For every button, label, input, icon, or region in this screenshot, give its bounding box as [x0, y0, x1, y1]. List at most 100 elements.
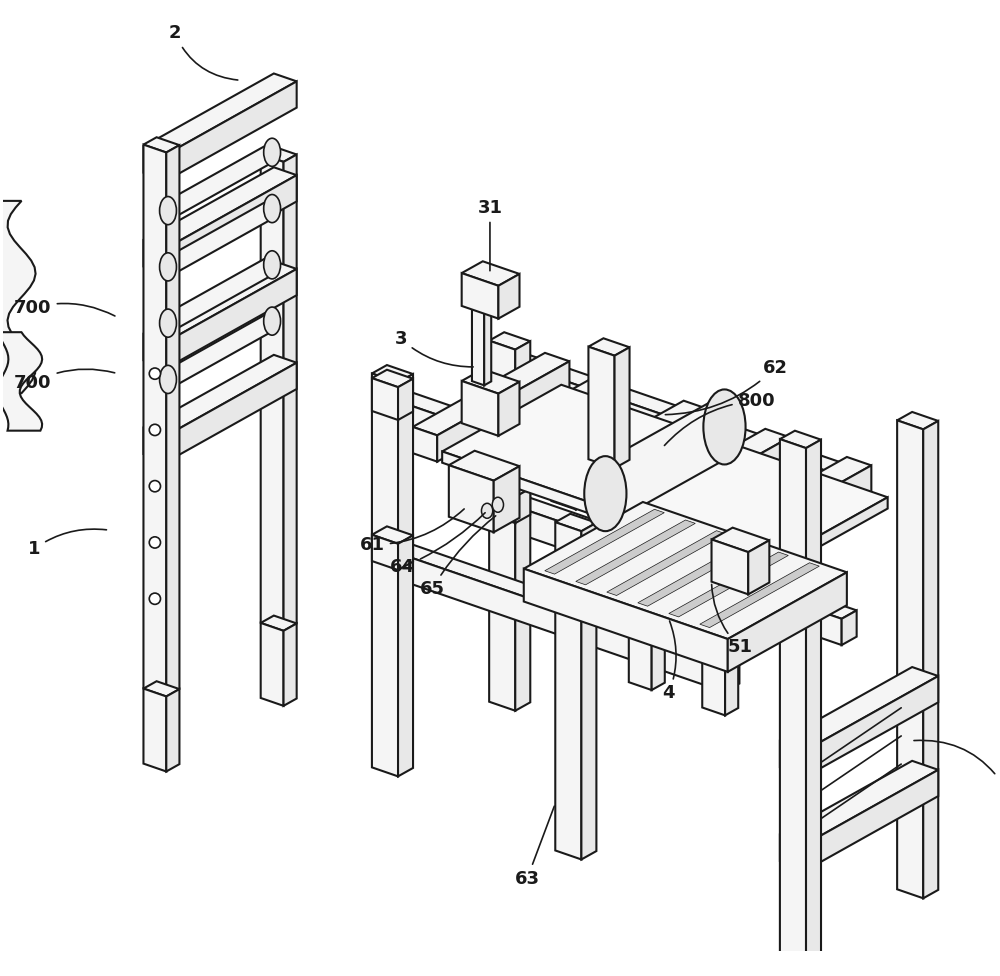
Polygon shape [442, 385, 888, 564]
Polygon shape [806, 440, 821, 964]
Polygon shape [166, 269, 297, 368]
Ellipse shape [492, 497, 504, 512]
Text: 64: 64 [390, 512, 485, 576]
Text: 3: 3 [395, 330, 473, 367]
Polygon shape [484, 306, 491, 386]
Polygon shape [842, 468, 857, 509]
Polygon shape [712, 528, 769, 552]
Polygon shape [700, 563, 819, 628]
Ellipse shape [584, 456, 626, 531]
Polygon shape [498, 274, 519, 318]
Polygon shape [842, 610, 857, 645]
Polygon shape [702, 634, 738, 650]
Polygon shape [780, 834, 806, 871]
Polygon shape [489, 374, 515, 711]
Polygon shape [168, 310, 272, 389]
Polygon shape [724, 657, 739, 692]
Polygon shape [559, 592, 582, 667]
Polygon shape [372, 526, 413, 544]
Ellipse shape [264, 139, 281, 166]
Polygon shape [398, 379, 413, 420]
Polygon shape [462, 273, 498, 318]
Polygon shape [515, 498, 857, 619]
Polygon shape [715, 457, 871, 540]
Text: 65: 65 [420, 516, 496, 598]
Polygon shape [780, 430, 821, 448]
Ellipse shape [264, 194, 281, 223]
Polygon shape [0, 201, 36, 393]
Polygon shape [715, 531, 739, 566]
Polygon shape [702, 642, 725, 715]
Polygon shape [515, 488, 530, 523]
Text: 4: 4 [662, 621, 676, 703]
Polygon shape [524, 569, 728, 671]
Polygon shape [398, 553, 724, 692]
Polygon shape [143, 355, 297, 435]
Polygon shape [143, 144, 166, 697]
Polygon shape [143, 689, 166, 771]
Polygon shape [398, 401, 724, 547]
Polygon shape [494, 381, 627, 481]
Polygon shape [143, 427, 166, 462]
Polygon shape [551, 474, 576, 509]
Text: 800: 800 [664, 391, 775, 445]
Polygon shape [261, 154, 284, 630]
Polygon shape [143, 681, 179, 697]
Polygon shape [372, 374, 398, 776]
Text: 31: 31 [477, 199, 502, 270]
Polygon shape [588, 339, 630, 355]
Ellipse shape [149, 537, 161, 549]
Polygon shape [724, 506, 739, 547]
Ellipse shape [149, 425, 161, 435]
Polygon shape [449, 451, 519, 480]
Text: 61: 61 [360, 508, 464, 553]
Polygon shape [462, 381, 498, 436]
Polygon shape [166, 689, 179, 771]
Text: 700: 700 [14, 299, 115, 317]
Polygon shape [582, 593, 595, 667]
Polygon shape [638, 542, 757, 606]
Polygon shape [143, 240, 166, 274]
Polygon shape [489, 488, 515, 523]
Polygon shape [166, 363, 297, 462]
Polygon shape [261, 623, 284, 706]
Polygon shape [658, 437, 790, 538]
Polygon shape [462, 369, 519, 393]
Ellipse shape [264, 307, 281, 335]
Polygon shape [806, 676, 938, 776]
Polygon shape [143, 334, 166, 368]
Polygon shape [284, 624, 297, 706]
Polygon shape [739, 466, 871, 566]
Polygon shape [615, 347, 630, 468]
Polygon shape [633, 503, 658, 538]
Polygon shape [605, 394, 724, 526]
Ellipse shape [160, 253, 176, 281]
Polygon shape [498, 382, 519, 436]
Polygon shape [806, 770, 938, 871]
Polygon shape [728, 572, 847, 671]
Polygon shape [472, 306, 484, 386]
Polygon shape [168, 198, 272, 277]
Polygon shape [470, 373, 627, 455]
Polygon shape [372, 370, 413, 387]
Text: 51: 51 [712, 585, 752, 656]
Polygon shape [489, 365, 530, 383]
Ellipse shape [160, 196, 176, 224]
Polygon shape [143, 167, 297, 248]
Polygon shape [166, 81, 297, 181]
Polygon shape [261, 146, 297, 162]
Polygon shape [629, 617, 652, 690]
Polygon shape [780, 439, 806, 964]
Polygon shape [168, 255, 272, 334]
Polygon shape [607, 531, 726, 595]
Ellipse shape [160, 309, 176, 338]
Ellipse shape [160, 365, 176, 393]
Polygon shape [413, 353, 569, 435]
Text: 62: 62 [665, 359, 788, 415]
Ellipse shape [149, 368, 161, 380]
Polygon shape [166, 145, 179, 697]
Polygon shape [576, 520, 695, 585]
Polygon shape [780, 741, 806, 776]
Polygon shape [652, 617, 665, 690]
Polygon shape [472, 303, 491, 310]
